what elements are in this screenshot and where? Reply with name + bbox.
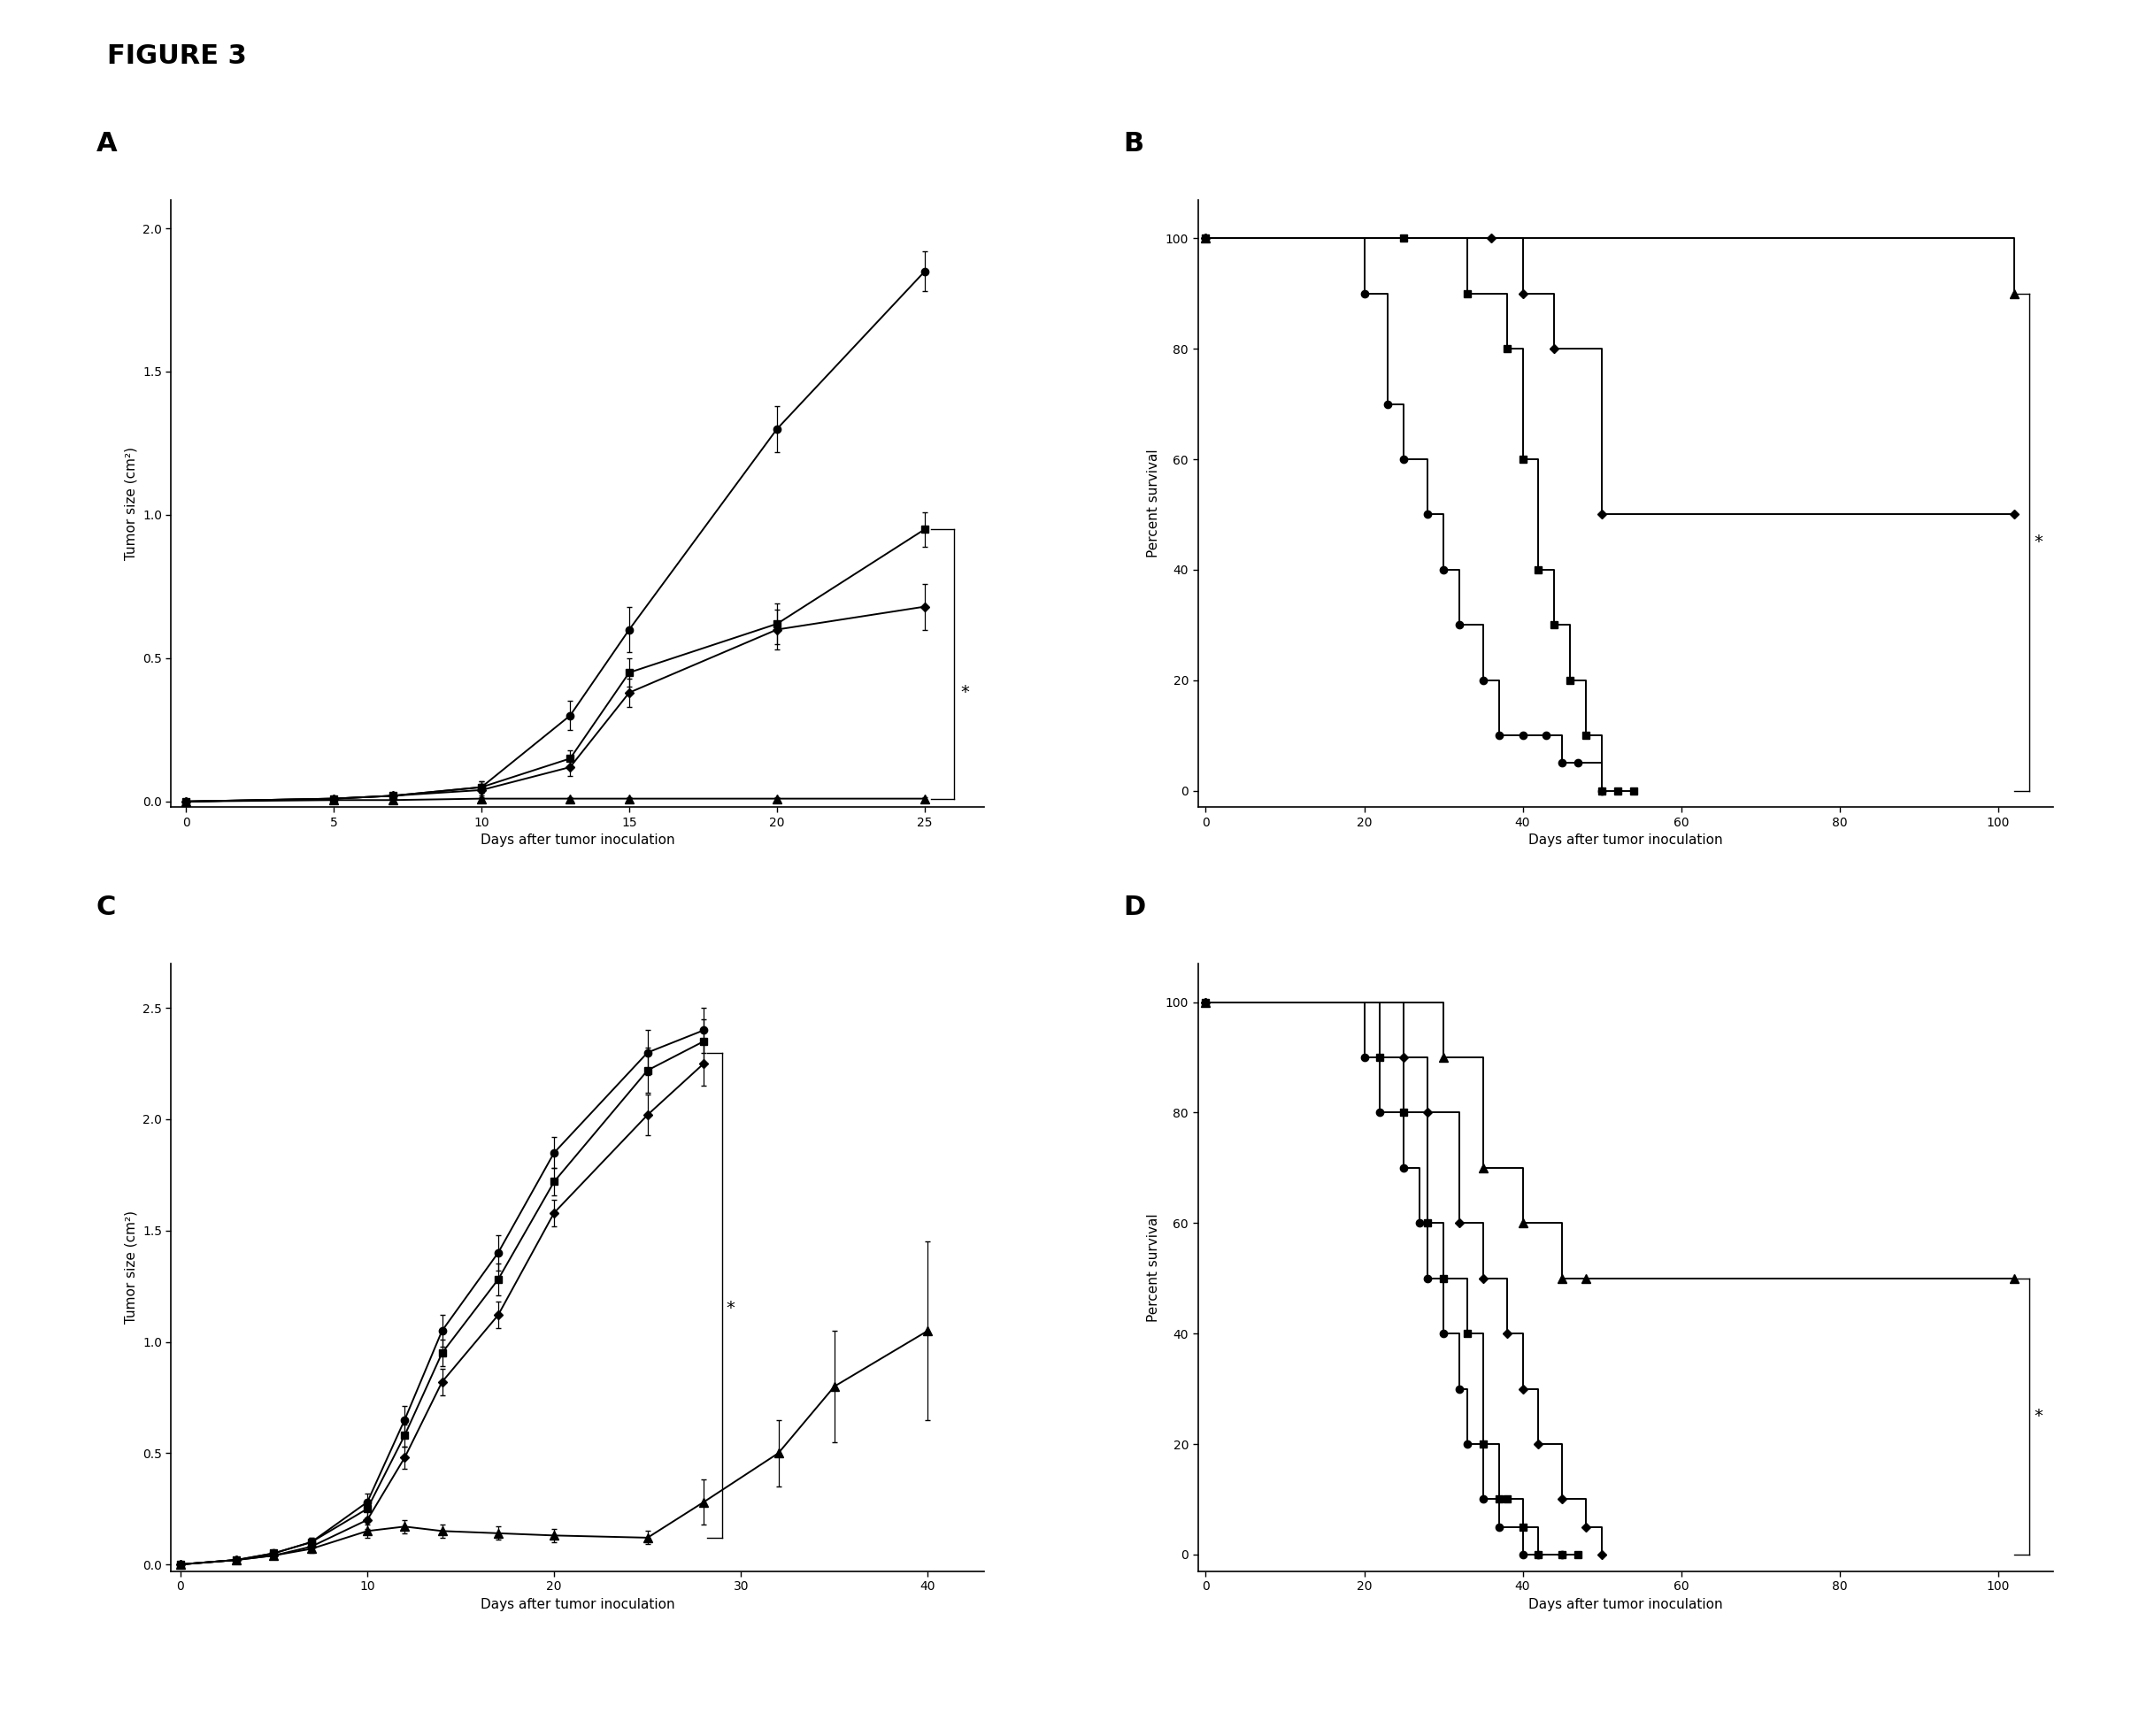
Text: D: D [1123, 894, 1144, 920]
Y-axis label: Percent survival: Percent survival [1147, 1213, 1159, 1321]
X-axis label: Days after tumor inoculation: Days after tumor inoculation [481, 1597, 674, 1611]
Text: *: * [960, 684, 969, 701]
Text: C: C [96, 894, 116, 920]
X-axis label: Days after tumor inoculation: Days after tumor inoculation [481, 833, 674, 847]
Text: FIGURE 3: FIGURE 3 [107, 43, 246, 69]
X-axis label: Days after tumor inoculation: Days after tumor inoculation [1529, 833, 1722, 847]
Y-axis label: Percent survival: Percent survival [1147, 450, 1159, 557]
Text: A: A [96, 130, 118, 156]
Y-axis label: Tumor size (cm²): Tumor size (cm²) [124, 446, 137, 561]
Text: B: B [1123, 130, 1144, 156]
X-axis label: Days after tumor inoculation: Days after tumor inoculation [1529, 1597, 1722, 1611]
Y-axis label: Tumor size (cm²): Tumor size (cm²) [124, 1210, 137, 1325]
Text: *: * [725, 1300, 736, 1318]
Text: *: * [2034, 533, 2043, 550]
Text: *: * [2034, 1408, 2043, 1425]
